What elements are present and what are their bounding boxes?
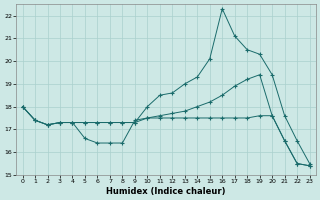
X-axis label: Humidex (Indice chaleur): Humidex (Indice chaleur) — [106, 187, 226, 196]
